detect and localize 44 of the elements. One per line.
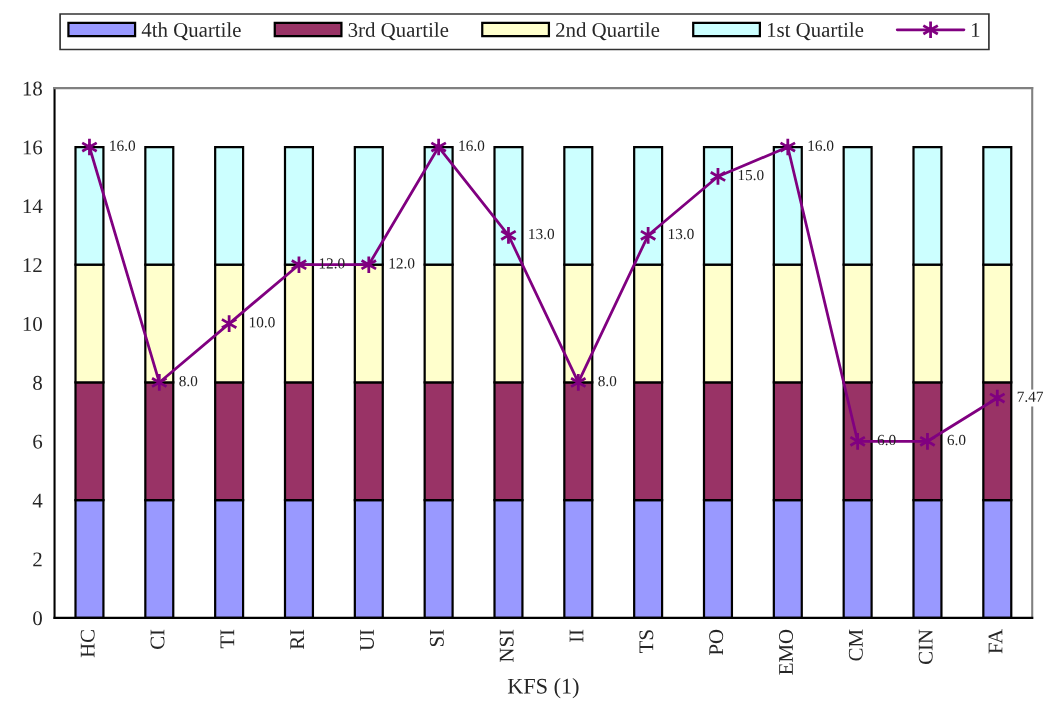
y-tick-label: 4	[32, 493, 43, 508]
x-tick-label: CI	[150, 629, 165, 649]
y-tick-label: 14	[23, 199, 43, 214]
data-label: 13.0	[668, 228, 694, 240]
data-label: 7.47	[1017, 391, 1044, 402]
y-tick-label: 12	[23, 258, 42, 272]
x-tick-label: TS	[639, 630, 654, 653]
data-label: 13.0	[529, 228, 555, 240]
x-axis-title: KFS (1)	[507, 678, 579, 699]
x-tick-label: EMO	[779, 629, 794, 675]
data-label: 12.0	[319, 258, 345, 269]
x-tick-label: RI	[290, 629, 304, 650]
data-label: 10.0	[249, 317, 275, 328]
y-tick-label: 0	[33, 611, 42, 626]
x-tick-label: NSI	[499, 629, 514, 662]
legend-label: 1	[971, 23, 980, 37]
data-label: 8.0	[598, 375, 617, 387]
x-tick-label: FA	[988, 629, 1003, 654]
y-tick-label: 8	[33, 375, 42, 390]
x-tick-label: HC	[80, 630, 95, 658]
x-tick-label: II	[569, 629, 584, 643]
data-label: 12.0	[389, 258, 415, 269]
data-label: 6.0	[947, 434, 966, 446]
data-label: 6.0	[877, 434, 896, 446]
x-tick-label: PO	[709, 629, 724, 655]
legend-label: 1st Quartile	[767, 22, 864, 41]
y-tick-label: 6	[33, 434, 43, 449]
x-tick-label: SI	[429, 629, 444, 647]
data-label: 15.0	[738, 169, 764, 181]
legend-label: 4th Quartile	[141, 22, 241, 41]
data-label: 16.0	[110, 140, 136, 151]
legend-label: 2nd Quartile	[556, 22, 660, 41]
data-label: 16.0	[808, 140, 834, 151]
y-tick-label: 16	[23, 140, 43, 155]
x-tick-label: CM	[848, 629, 863, 661]
x-tick-label: TI	[220, 629, 235, 649]
y-tick-label: 10	[23, 316, 42, 332]
legend-label: 3rd Quartile	[348, 22, 449, 41]
x-tick-label: UI	[360, 629, 375, 651]
data-label: 16.0	[459, 140, 485, 151]
y-tick-label: 18	[23, 81, 42, 96]
data-label: 8.0	[179, 375, 198, 387]
y-tick-label: 2	[33, 552, 42, 567]
x-tick-label: CIN	[918, 629, 933, 664]
